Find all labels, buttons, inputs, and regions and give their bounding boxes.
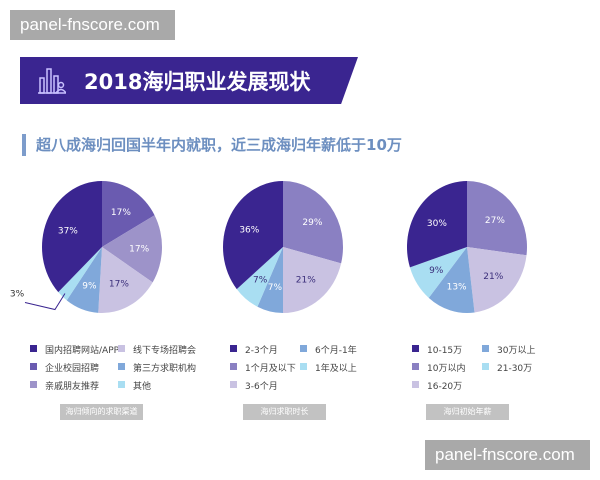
pie-slice (98, 247, 153, 313)
data-label: 7% (268, 283, 283, 293)
pie-slice (58, 247, 102, 301)
data-label: 3% (10, 290, 25, 300)
chart-title: 海归求职时长 (243, 404, 326, 420)
legend-swatch (118, 345, 125, 352)
legend-item: 1年及以上 (300, 360, 357, 374)
legend-swatch (118, 363, 125, 370)
legend-item: 21-30万 (482, 360, 533, 374)
pie-slice (236, 247, 283, 307)
legend-label: 2-3个月 (245, 346, 278, 356)
data-label: 37% (58, 227, 78, 237)
pie-slice (428, 247, 475, 314)
page-title: 2018海归职业发展现状 (84, 70, 311, 94)
legend-label: 亲戚朋友推荐 (45, 382, 100, 392)
legend-swatch (412, 381, 419, 388)
section-subtitle: 超八成海归回国半年内就职，近三成海归年薪低于10万 (22, 134, 402, 156)
legend-swatch (30, 381, 37, 388)
data-label: 27% (485, 216, 505, 226)
chart-title: 海归初始年薪 (426, 404, 509, 420)
pie-slice (257, 247, 283, 313)
legend-item: 16-20万 (412, 378, 463, 392)
legend-item: 30万以上 (482, 342, 536, 356)
data-label: 17% (111, 208, 131, 218)
legend-item: 2-3个月 (230, 342, 278, 356)
data-label: 17% (129, 244, 149, 254)
legend-label: 10-15万 (427, 346, 463, 356)
data-label: 30% (427, 219, 447, 229)
legend-label: 16-20万 (427, 382, 463, 392)
legend-label: 企业校园招聘 (45, 364, 100, 374)
legend-label: 21-30万 (497, 364, 533, 374)
legend-swatch (412, 363, 419, 370)
legend-item: 10万以内 (412, 360, 466, 374)
pie-slice (283, 247, 342, 313)
pie-slice (283, 181, 343, 264)
pie-slice (102, 215, 163, 283)
legend-swatch (300, 363, 307, 370)
legend-swatch (230, 363, 237, 370)
legend-swatch (118, 381, 125, 388)
data-label: 9% (429, 266, 444, 276)
pie-slice (102, 181, 155, 247)
legend-swatch (230, 345, 237, 352)
legend-swatch (482, 363, 489, 370)
pie-slice (467, 247, 527, 313)
legend-item: 10-15万 (412, 342, 463, 356)
data-label: 21% (296, 275, 316, 285)
data-label: 7% (253, 275, 268, 285)
legend-item: 1个月及以下 (230, 360, 296, 374)
pie-chart: 27% 21% 13%9% 30% (407, 181, 527, 314)
legend-swatch (482, 345, 489, 352)
legend-item: 3-6个月 (230, 378, 278, 392)
pie-chart: 17% 17% 17% 9% 3% 37% (10, 180, 163, 313)
watermark: panel-fnscore.com (10, 10, 175, 40)
legend-label: 线下专场招聘会 (133, 346, 197, 356)
legend-item: 亲戚朋友推荐 (30, 378, 100, 392)
legend-item: 其他 (118, 378, 152, 392)
watermark: panel-fnscore.com (425, 440, 590, 470)
bar-chart-person-icon (38, 68, 66, 94)
legend-swatch (300, 345, 307, 352)
pie-slice (407, 181, 467, 268)
leader-line (24, 293, 66, 311)
legend-label: 30万以上 (497, 346, 536, 356)
pie-slice (223, 181, 283, 290)
data-label: 9% (82, 282, 97, 292)
legend-label: 3-6个月 (245, 382, 278, 392)
legend-swatch (412, 345, 419, 352)
legend-item: 6个月-1年 (300, 342, 357, 356)
legend-item: 第三方求职机构 (118, 360, 197, 374)
legend-label: 国内招聘网站/APP (45, 346, 120, 356)
data-label: 36% (239, 226, 259, 236)
legend-label: 1年及以上 (315, 364, 357, 374)
legend-item: 线下专场招聘会 (118, 342, 197, 356)
chart-title: 海归倾向的求职渠道 (60, 404, 143, 420)
data-label: 21% (483, 272, 503, 282)
legend-item: 国内招聘网站/APP (30, 342, 120, 356)
legend-label: 其他 (133, 382, 152, 392)
data-label: 13% (447, 282, 467, 292)
pie-slice (42, 180, 102, 293)
data-label: 17% (109, 279, 129, 289)
legend-label: 6个月-1年 (315, 346, 357, 356)
legend-label: 第三方求职机构 (133, 364, 197, 374)
legend-swatch (30, 345, 37, 352)
data-label: 29% (302, 218, 322, 228)
legend-item: 企业校园招聘 (30, 360, 100, 374)
legend-label: 10万以内 (427, 364, 466, 374)
pie-slice (66, 247, 102, 313)
header-banner: 2018海归职业发展现状 (20, 57, 358, 104)
legend-label: 1个月及以下 (245, 364, 296, 374)
legend-swatch (30, 363, 37, 370)
pie-slice (467, 181, 527, 256)
pie-chart: 29% 21% 7%7% 36% (223, 181, 343, 313)
legend-swatch (230, 381, 237, 388)
pie-slice (409, 247, 467, 298)
